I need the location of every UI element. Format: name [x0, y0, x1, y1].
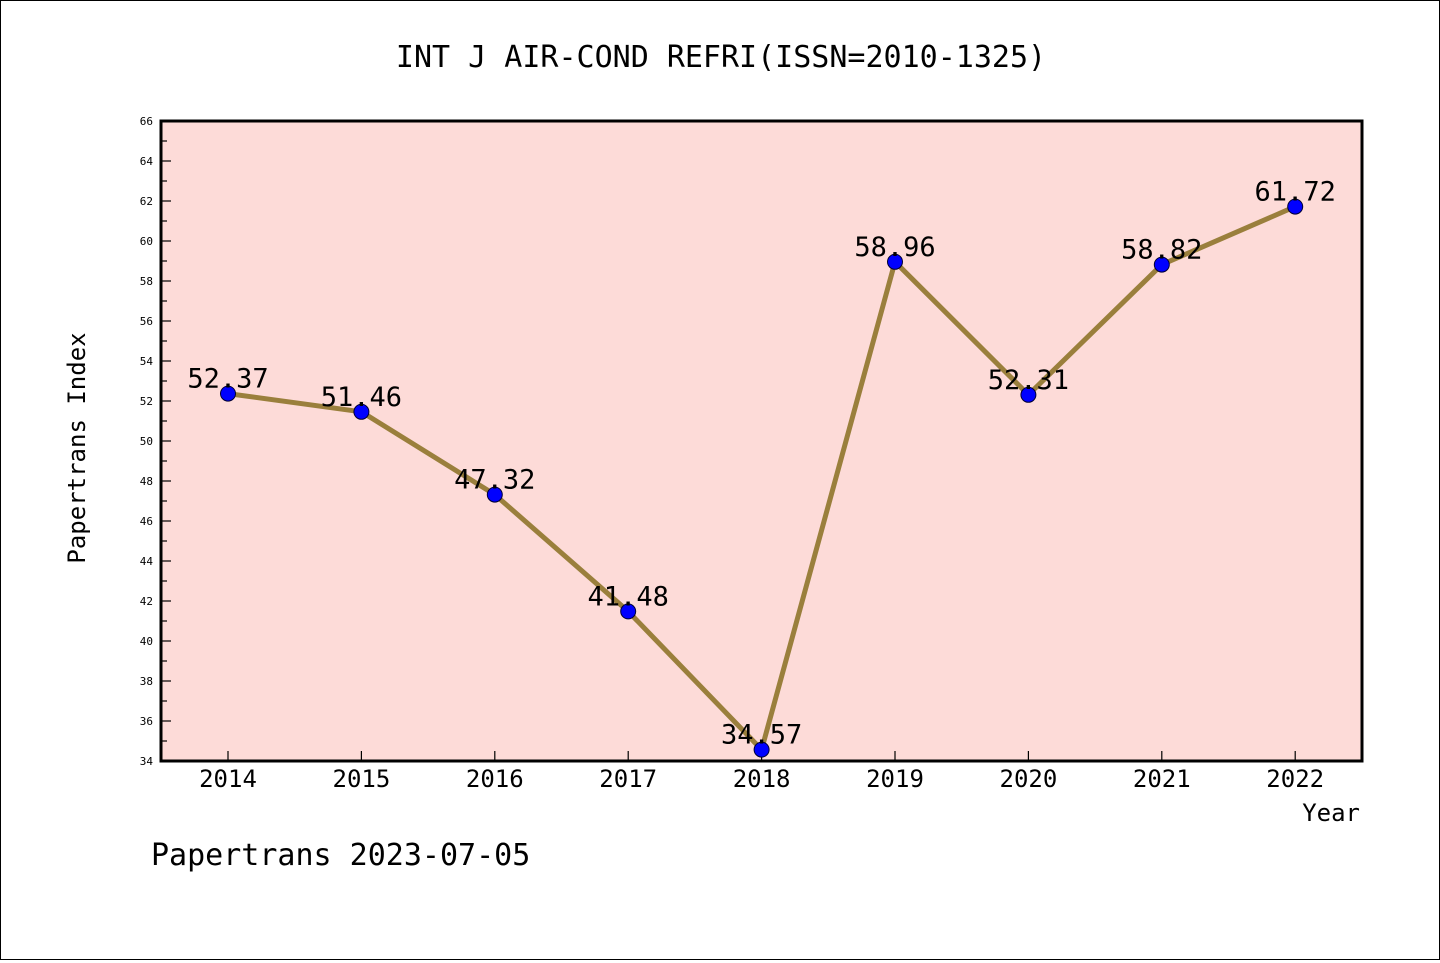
x-tick-label: 2019 — [866, 765, 924, 793]
data-point — [1153, 256, 1170, 273]
data-label: 61.72 — [1255, 177, 1336, 208]
x-tick-label: 2022 — [1266, 765, 1324, 793]
data-point — [1020, 386, 1037, 403]
data-label: 47.32 — [454, 465, 535, 496]
x-axis-title: Year — [1302, 799, 1360, 827]
data-label: 51.46 — [321, 382, 402, 413]
y-tick-label: 54 — [140, 355, 154, 368]
y-tick-label: 36 — [140, 715, 153, 728]
plot-area — [161, 121, 1362, 761]
data-label: 58.82 — [1121, 235, 1202, 266]
y-tick-label: 40 — [140, 635, 153, 648]
data-label: 41.48 — [588, 581, 669, 612]
x-tick-label: 2017 — [599, 765, 657, 793]
y-tick-label: 58 — [140, 275, 153, 288]
y-tick-label: 42 — [140, 595, 153, 608]
y-tick-label: 66 — [140, 115, 153, 128]
data-label: 58.96 — [854, 232, 935, 263]
data-point — [220, 385, 236, 402]
data-point — [753, 741, 770, 758]
data-label: 52.31 — [988, 365, 1069, 396]
y-tick-label: 64 — [140, 155, 154, 168]
data-labels: 52.37 51.46 47.32 41.48 34.57 58.96 52.31 58.82… — [187, 177, 1335, 751]
x-tick-label: 2016 — [466, 765, 524, 793]
chart-title: INT J AIR-COND REFRI(ISSN=2010-1325) — [396, 40, 1046, 75]
data-point — [887, 253, 903, 270]
data-label: 34.57 — [721, 720, 802, 751]
x-tick-label: 2015 — [333, 765, 391, 793]
y-tick-label: 50 — [140, 435, 153, 448]
y-tick-label: 34 — [140, 755, 154, 768]
data-point — [1287, 198, 1304, 215]
y-axis-tick-labels: 34 36 38 40 42 44 46 48 50 52 54 56 58 60 62 64 66 — [140, 115, 154, 768]
y-tick-label: 56 — [140, 315, 153, 328]
footer-text: Papertrans 2023-07-05 — [151, 838, 530, 873]
y-axis-title: Papertrans Index — [63, 332, 91, 563]
data-point — [620, 603, 637, 620]
y-tick-label: 52 — [140, 395, 153, 408]
data-point — [486, 486, 503, 503]
x-tick-label: 2018 — [733, 765, 791, 793]
y-tick-label: 48 — [140, 475, 153, 488]
y-tick-label: 46 — [140, 515, 153, 528]
plot-border — [159, 119, 1364, 763]
data-point — [353, 403, 370, 420]
x-tick-label: 2021 — [1133, 765, 1191, 793]
y-tick-label: 44 — [140, 555, 154, 568]
y-tick-label: 62 — [140, 195, 153, 208]
y-tick-label: 38 — [140, 675, 153, 688]
y-tick-label: 60 — [140, 235, 153, 248]
x-axis-tick-labels: 2014 2015 2016 2017 2018 2019 2020 2021 2022 — [199, 765, 1324, 793]
data-label: 52.37 — [187, 364, 268, 395]
data-points — [220, 198, 1304, 758]
x-tick-label: 2020 — [1000, 765, 1058, 793]
x-tick-label: 2014 — [199, 765, 257, 793]
